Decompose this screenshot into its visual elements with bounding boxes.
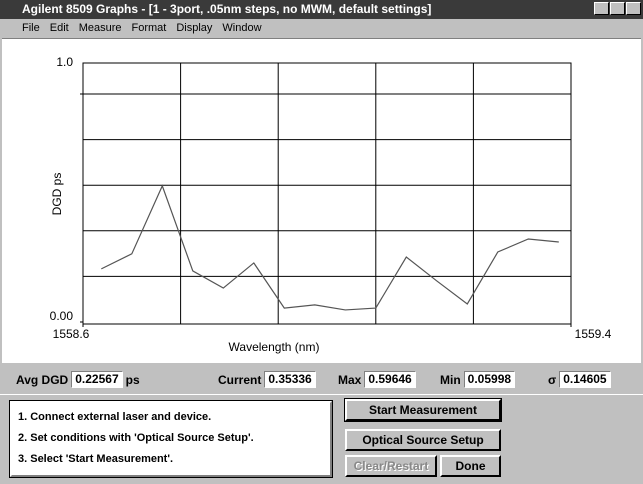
minimize-button[interactable] — [594, 2, 609, 15]
stat-label: Avg DGD — [16, 372, 69, 387]
stat-label: Max — [338, 372, 362, 387]
stat-value: 0.35336 — [264, 371, 316, 388]
control-panel: 1. Connect external laser and device. 2.… — [0, 394, 643, 484]
stat-label: Current — [218, 372, 262, 387]
close-button[interactable] — [626, 2, 641, 15]
menu-item[interactable]: Edit — [49, 22, 69, 34]
x-tick-label: 1559.4 — [575, 327, 612, 341]
instruction: 1. Connect external laser and device. — [18, 411, 212, 423]
menu-item[interactable]: Window — [222, 22, 262, 34]
menu-item[interactable]: File — [22, 22, 40, 34]
data-line — [101, 184, 559, 311]
stat-value: 0.22567 — [71, 371, 123, 388]
chart-area: Wavelength (nm) DGD ps 0.00 1.0 1558.6 1559… — [2, 38, 641, 363]
menu-item[interactable]: Display — [176, 22, 213, 34]
window-title: Agilent 8509 Graphs - [1 - 3port, .05nm … — [22, 2, 432, 16]
stat-value: 0.05998 — [463, 371, 516, 388]
instruction: 2. Set conditions with 'Optical Source S… — [18, 432, 254, 444]
maximize-button[interactable] — [610, 2, 625, 15]
stat: Current 0.35336 — [218, 371, 316, 388]
clear-button: Clear/Restart — [345, 455, 437, 477]
stat: σ 0.14605 — [548, 371, 611, 388]
stat-value: 0.14605 — [559, 371, 611, 388]
plot-frame — [82, 62, 572, 325]
stat: Min 0.05998 — [440, 371, 516, 388]
stat: Avg DGD 0.22567 ps — [16, 371, 140, 388]
stat-value: 0.59646 — [364, 371, 416, 388]
window-controls — [594, 2, 641, 15]
stat-unit: ps — [125, 372, 140, 387]
done-button[interactable]: Done — [440, 455, 501, 477]
start-button[interactable]: Start Measurement — [344, 398, 502, 422]
instructions-box: 1. Connect external laser and device. 2.… — [9, 400, 333, 478]
menu-item[interactable]: Measure — [78, 22, 122, 34]
y-tick-label: 1.0 — [56, 55, 73, 69]
y-axis-label: DGD ps — [50, 173, 64, 216]
menu-bar: File Edit Measure Format Display Window — [0, 19, 643, 38]
stat-label: σ — [548, 372, 557, 387]
stat-label: Min — [440, 372, 461, 387]
chart: Wavelength (nm) DGD ps 0.00 1.0 1558.6 1559… — [50, 55, 612, 354]
source-setup-button[interactable]: Optical Source Setup — [345, 429, 501, 451]
stat: Max 0.59646 — [338, 371, 416, 388]
instruction: 3. Select 'Start Measurement'. — [18, 453, 174, 465]
status-bar: Avg DGD 0.22567 ps Current 0.35336 Max 0.596… — [0, 363, 643, 393]
title-bar: Agilent 8509 Graphs - [1 - 3port, .05nm … — [0, 0, 643, 19]
y-tick-label: 0.00 — [50, 309, 74, 323]
x-axis-label: Wavelength (nm) — [229, 340, 320, 354]
menu-item[interactable]: Format — [131, 22, 167, 34]
x-tick-label: 1558.6 — [53, 327, 90, 341]
